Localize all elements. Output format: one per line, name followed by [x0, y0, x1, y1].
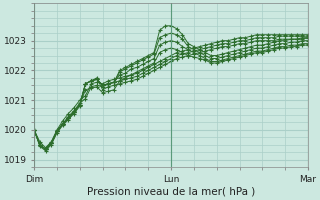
X-axis label: Pression niveau de la mer( hPa ): Pression niveau de la mer( hPa ): [87, 187, 255, 197]
